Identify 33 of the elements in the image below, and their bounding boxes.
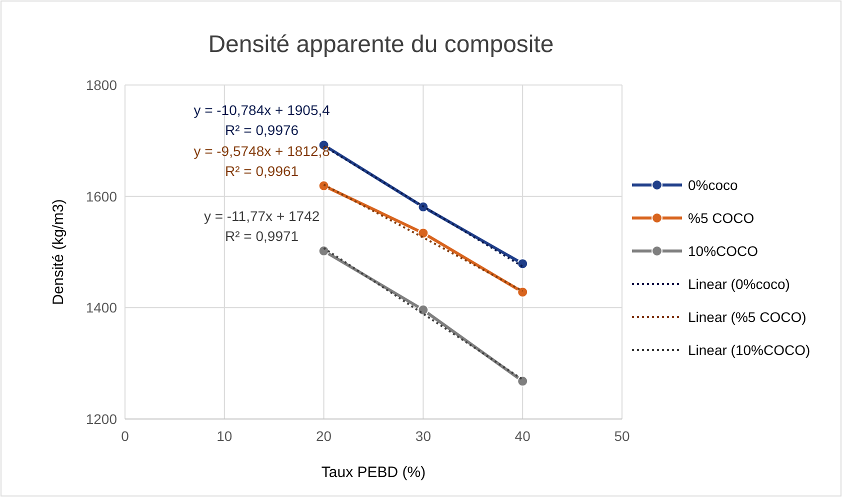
point <box>517 258 528 270</box>
point <box>418 304 429 316</box>
legend-label: 10%COCO <box>688 243 758 259</box>
y-tick-label: 1600 <box>86 188 118 204</box>
y-tick-label: 1200 <box>86 411 118 427</box>
point <box>517 286 528 298</box>
x-tick-label: 0 <box>121 428 130 444</box>
x-tick-label: 30 <box>415 428 432 444</box>
x-tick-label: 40 <box>514 428 531 444</box>
y-tick-label: 1400 <box>86 300 118 316</box>
annotation: y = -11,77x + 1742 <box>204 208 320 224</box>
legend-label: Linear (%5 COCO) <box>688 309 806 325</box>
annotation: R² = 0,9976 <box>225 122 299 138</box>
annotation: y = -10,784x + 1905,4 <box>194 102 330 118</box>
x-tick-label: 50 <box>614 428 630 444</box>
legend-label: Linear (0%coco) <box>688 276 790 292</box>
annotation: y = -9,5748x + 1812,8 <box>194 142 330 159</box>
chart-title: Densité apparente du composite <box>208 31 554 58</box>
point <box>318 245 330 256</box>
x-axis-title: Taux PEBD (%) <box>321 464 426 481</box>
x-tick-label: 10 <box>216 428 232 444</box>
point <box>418 228 429 239</box>
y-axis-title: Densité (kg/m3) <box>50 199 67 305</box>
annotation: R² = 0,9961 <box>225 162 299 179</box>
annotation: R² = 0,9971 <box>225 228 299 244</box>
legend-label: Linear (10%COCO) <box>688 342 810 358</box>
point <box>318 180 330 192</box>
point <box>517 376 528 387</box>
point <box>418 201 429 212</box>
legend-label: 0%coco <box>688 177 738 193</box>
y-tick-label: 1800 <box>86 77 118 93</box>
x-tick-label: 20 <box>316 428 332 444</box>
legend-label: %5 COCO <box>688 210 754 226</box>
